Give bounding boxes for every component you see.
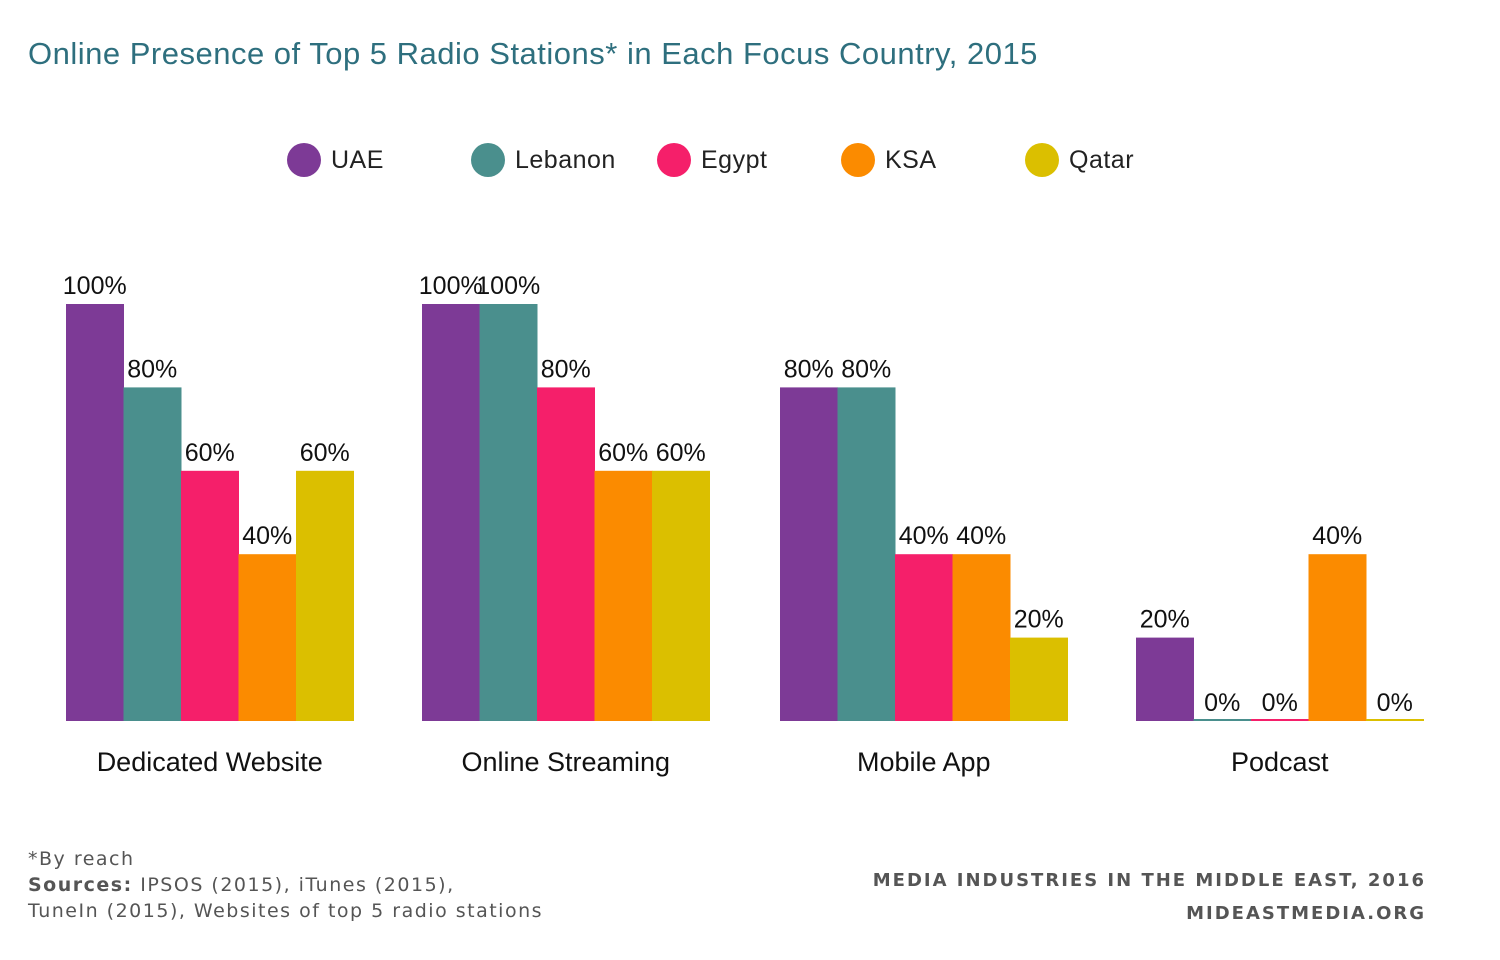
value-label-dedicated-website-uae: 100% [63,272,127,300]
credit-website: MIDEASTMEDIA.ORG [1186,903,1426,924]
legend-label-uae: UAE [331,145,384,174]
value-label-mobile-app-ksa: 40% [956,522,1006,550]
credit: MEDIA INDUSTRIES IN THE MIDDLE EAST, 201… [873,864,1426,930]
value-label-dedicated-website-egypt: 60% [185,439,235,467]
credit-publication: MEDIA INDUSTRIES IN THE MIDDLE EAST, 201… [872,870,1426,891]
legend-item-ksa: KSA [841,140,937,180]
footnote-sources: Sources: IPSOS (2015), iTunes (2015), [28,872,543,898]
bar-podcast-lebanon [1193,719,1252,721]
value-label-podcast-uae: 20% [1140,606,1190,634]
value-label-online-streaming-uae: 100% [419,272,483,300]
bar-mobile-app-egypt [895,554,953,721]
value-label-dedicated-website-ksa: 40% [242,522,292,550]
value-label-mobile-app-uae: 80% [784,355,834,383]
legend: UAE Lebanon Egypt KSA Qatar [0,140,1500,180]
bar-mobile-app-ksa [952,554,1011,721]
bar-dedicated-website-egypt [181,470,239,721]
legend-item-lebanon: Lebanon [471,140,616,180]
value-label-podcast-qatar: 0% [1377,689,1413,717]
category-label-podcast: Podcast [1231,747,1329,777]
category-label-online-streaming: Online Streaming [461,747,670,777]
bar-dedicated-website-qatar [296,470,354,721]
bar-podcast-qatar [1366,719,1424,721]
value-label-online-streaming-ksa: 60% [598,439,648,467]
legend-item-egypt: Egypt [657,140,767,180]
bar-podcast-uae [1136,637,1194,721]
bar-dedicated-website-ksa [238,554,297,721]
bar-mobile-app-qatar [1010,637,1068,721]
value-label-mobile-app-qatar: 20% [1014,606,1064,634]
value-label-mobile-app-egypt: 40% [899,522,949,550]
category-label-mobile-app: Mobile App [857,747,991,777]
bar-online-streaming-uae [422,304,480,721]
legend-item-uae: UAE [287,140,384,180]
bar-online-streaming-lebanon [479,304,538,721]
legend-swatch-egypt [657,143,691,177]
bar-online-streaming-egypt [537,387,595,721]
value-label-dedicated-website-qatar: 60% [300,439,350,467]
bar-online-streaming-ksa [594,470,653,721]
value-label-podcast-ksa: 40% [1312,522,1362,550]
bar-dedicated-website-lebanon [123,387,182,721]
legend-label-ksa: KSA [885,145,937,174]
value-label-mobile-app-lebanon: 80% [841,355,891,383]
chart-title: Online Presence of Top 5 Radio Stations*… [28,36,1038,71]
legend-label-qatar: Qatar [1069,145,1135,174]
sources-label: Sources: [28,874,133,896]
value-label-online-streaming-qatar: 60% [656,439,706,467]
legend-swatch-lebanon [471,143,505,177]
value-label-dedicated-website-lebanon: 80% [127,355,177,383]
value-label-podcast-lebanon: 0% [1204,689,1240,717]
footnote-note: *By reach [28,848,135,870]
bar-dedicated-website-uae [66,304,124,721]
footnote: *By reach Sources: IPSOS (2015), iTunes … [28,846,543,924]
legend-item-qatar: Qatar [1025,140,1134,180]
legend-swatch-ksa [841,143,875,177]
category-label-dedicated-website: Dedicated Website [97,747,323,777]
bar-mobile-app-uae [780,387,838,721]
legend-swatch-uae [287,143,321,177]
sources-line-2: TuneIn (2015), Websites of top 5 radio s… [28,900,544,922]
value-label-podcast-egypt: 0% [1262,689,1298,717]
bar-podcast-ksa [1308,554,1367,721]
bar-online-streaming-qatar [652,470,710,721]
legend-label-egypt: Egypt [701,145,768,174]
bar-mobile-app-lebanon [837,387,896,721]
legend-swatch-qatar [1025,143,1059,177]
bar-podcast-egypt [1251,719,1309,721]
sources-line-1: IPSOS (2015), iTunes (2015), [132,874,455,896]
value-label-online-streaming-lebanon: 100% [476,272,540,300]
legend-label-lebanon: Lebanon [515,145,616,174]
value-label-online-streaming-egypt: 80% [541,355,591,383]
